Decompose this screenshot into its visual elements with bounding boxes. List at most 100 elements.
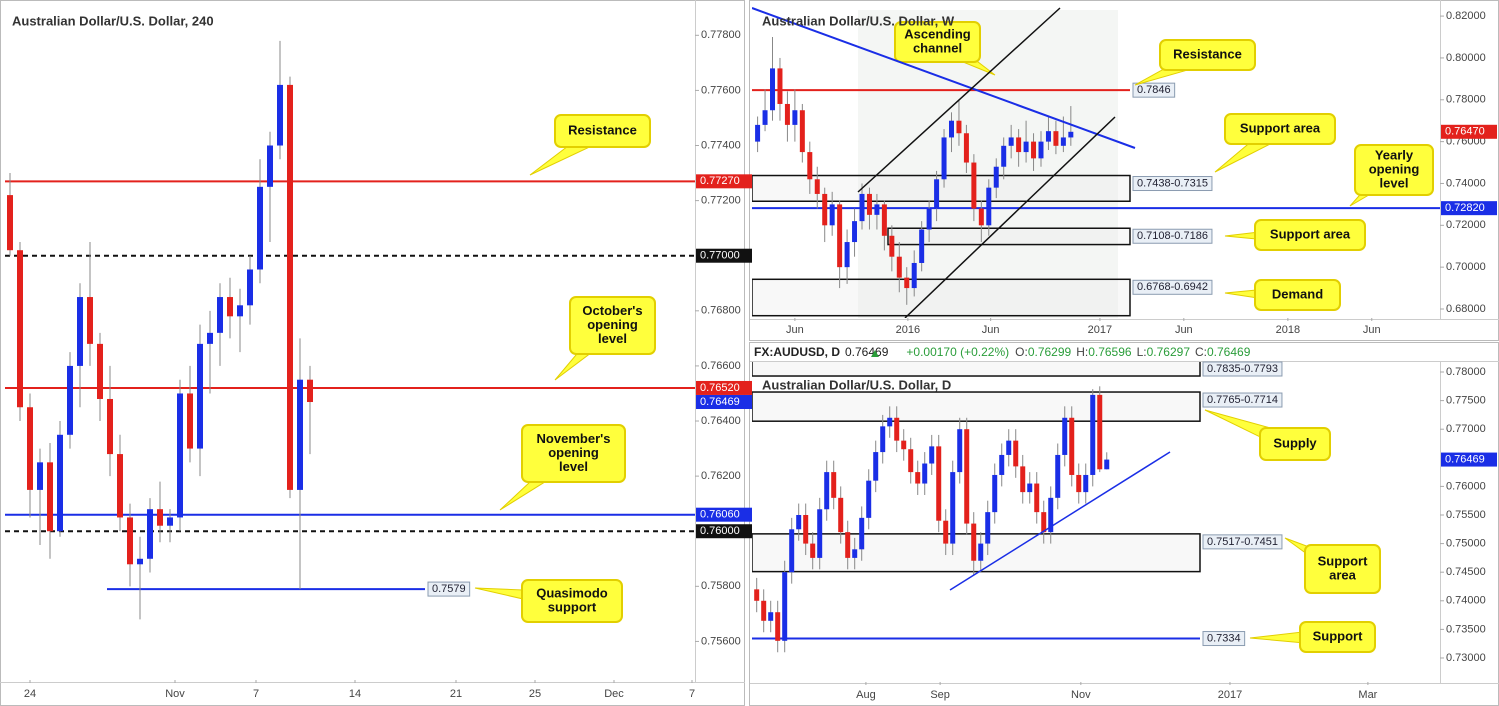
candle-body [929, 446, 935, 464]
callout-box [1254, 219, 1366, 251]
x-tick-label: Jun [982, 324, 1000, 336]
callout-box [1354, 144, 1434, 196]
y-tick-label: 0.78000 [1446, 94, 1486, 106]
y-tick-label: 0.78000 [1446, 366, 1486, 378]
x-tick-label: Jun [786, 324, 804, 336]
plot-area [5, 40, 695, 620]
candle-body [257, 186, 263, 270]
y-tick-label: 0.76000 [1446, 480, 1486, 492]
y-tick-label: 0.76200 [701, 470, 741, 482]
candle-body [755, 124, 761, 142]
candle-body [852, 549, 858, 558]
level-label: 0.7846 [1137, 84, 1171, 96]
x-tick-label: Jun [1175, 324, 1193, 336]
candle-body [919, 229, 925, 263]
callout-text: Ascending [904, 26, 971, 41]
callout: Demand [1224, 279, 1341, 311]
x-tick-label: 2017 [1088, 324, 1112, 336]
candle-body [822, 193, 828, 226]
candle-body [187, 393, 193, 449]
y-tick-label: 0.68000 [1446, 303, 1486, 315]
price-tag [1441, 452, 1497, 467]
callout: Resistance [1134, 39, 1256, 86]
y-tick-label: 0.72000 [1446, 219, 1486, 231]
callout-text: Resistance [568, 122, 637, 137]
candle-body [978, 543, 984, 561]
candle-body [999, 454, 1005, 475]
y-tick-label: 0.75800 [701, 580, 741, 592]
level-label: 0.7108-0.7186 [1137, 230, 1208, 242]
candle-body [97, 343, 103, 399]
level-label-box [427, 581, 471, 597]
candle-body [782, 572, 788, 641]
candle-body [137, 558, 143, 565]
candle-body [814, 179, 820, 194]
level-label-box [1202, 392, 1283, 408]
candle-body [267, 145, 273, 187]
price-tag [696, 248, 752, 263]
y-tick-label: 0.73500 [1446, 623, 1486, 635]
x-tick-label: 14 [349, 688, 361, 700]
candle-body [796, 514, 802, 530]
x-tick-label: Aug [856, 689, 876, 701]
candle-body [896, 256, 902, 278]
callout-box [1224, 113, 1336, 145]
level-label: 0.7438-0.7315 [1137, 177, 1208, 189]
x-tick-label: Nov [165, 688, 185, 700]
x-tick-label: 21 [450, 688, 462, 700]
candle-body [117, 454, 123, 518]
candle-body [789, 529, 795, 573]
callout-box [894, 21, 981, 63]
ohlc-name: L: [1137, 345, 1147, 359]
trend-line [949, 451, 1171, 591]
y-tick-label: 0.74000 [1446, 177, 1486, 189]
candle-body [768, 612, 774, 621]
candle-body [227, 297, 233, 317]
chart-title: Australian Dollar/U.S. Dollar, W [762, 13, 955, 28]
y-tick-label: 0.75600 [701, 635, 741, 647]
candle-body [1045, 131, 1051, 142]
price-tag-label: 0.76060 [700, 509, 740, 521]
candle-body [971, 523, 977, 561]
candle-body [949, 120, 955, 138]
callout: Support [1249, 621, 1376, 653]
candle-body [799, 110, 805, 153]
candle-body [911, 262, 917, 289]
candle-body [217, 297, 223, 333]
callout-text: Support area [1240, 120, 1321, 135]
x-tick-label: 7 [689, 688, 695, 700]
candle-body [803, 514, 809, 544]
level-label: 0.6768-0.6942 [1137, 281, 1208, 293]
level-label-box [1202, 534, 1283, 550]
ohlc-name: C: [1195, 345, 1207, 359]
callout-text: Yearly [1375, 147, 1414, 162]
price: 0.76469 [845, 345, 889, 359]
x-tick-label: 24 [24, 688, 36, 700]
level-label-box [1132, 228, 1213, 244]
ohlc-name: O: [1015, 345, 1028, 359]
callout-box [554, 114, 651, 148]
zone [752, 278, 1131, 317]
candle-body [874, 204, 880, 215]
price-tag [696, 174, 752, 189]
candle-body [775, 612, 781, 641]
candle-body [177, 393, 183, 518]
callout-text: Supply [1273, 435, 1317, 450]
candle-body [807, 152, 813, 180]
candle-body [922, 463, 928, 484]
candle-body [993, 166, 999, 188]
y-tick-label: 0.77000 [1446, 423, 1486, 435]
callout-text: Quasimodo [536, 585, 608, 600]
candle-body [844, 242, 850, 268]
level-label-box [1132, 82, 1176, 98]
candle-body [1062, 417, 1068, 455]
candle-body [1016, 137, 1022, 153]
y-tick-label: 0.77500 [1446, 395, 1486, 407]
callout-text: opening [1369, 161, 1420, 176]
candle-body [873, 452, 879, 481]
callout-text: November's [537, 431, 611, 446]
callout-text: level [1380, 175, 1409, 190]
plot-area [752, 362, 1201, 653]
plot-area [752, 37, 1440, 317]
